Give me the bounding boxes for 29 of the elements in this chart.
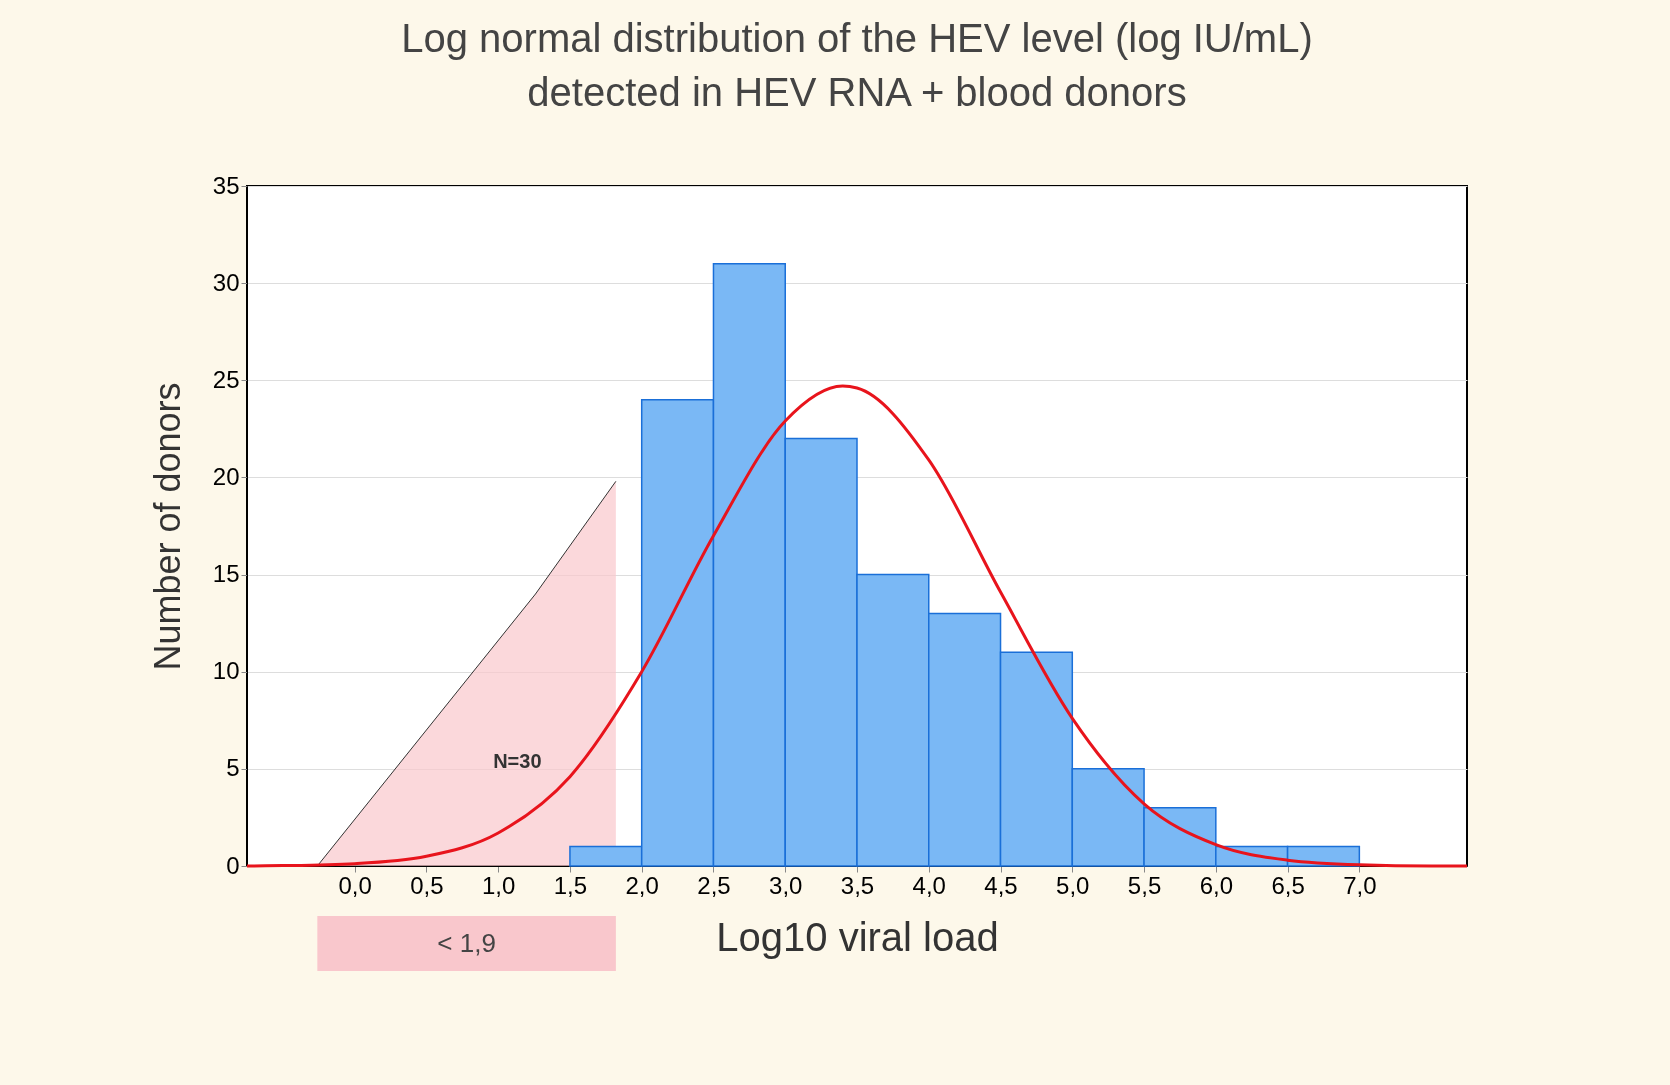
y-tick-label: 5 bbox=[226, 754, 240, 782]
x-tick-label: 7,0 bbox=[1343, 871, 1377, 899]
y-tick-label: 35 bbox=[212, 171, 240, 199]
x-tick-label: 2,0 bbox=[625, 871, 659, 899]
x-tick-label: 1,0 bbox=[481, 871, 516, 899]
x-tick-label: 2,5 bbox=[697, 871, 731, 899]
text: < 1,9 bbox=[437, 928, 496, 958]
text: detected in HEV RNA + blood donors bbox=[527, 70, 1187, 114]
x-tick-label: 0,0 bbox=[338, 871, 372, 899]
y-tick-label: 10 bbox=[212, 657, 240, 685]
x-tick-label: 3,5 bbox=[840, 871, 875, 899]
x-tick-label: 1,5 bbox=[553, 871, 588, 899]
y-tick-label: 15 bbox=[212, 560, 240, 588]
y-tick-label: 20 bbox=[212, 462, 240, 490]
x-axis-title: Log10 viral load bbox=[716, 914, 999, 959]
text: Log normal distribution of the HEV level (log IU/mL) bbox=[401, 16, 1313, 60]
x-tick-label: 3,0 bbox=[769, 871, 803, 899]
y-axis-title: Number of donors bbox=[146, 382, 188, 671]
x-tick-label: 5,5 bbox=[1127, 871, 1162, 899]
x-tick-label: 5,0 bbox=[1056, 871, 1090, 899]
y-tick-label: 30 bbox=[212, 268, 240, 296]
x-tick-label: 6,5 bbox=[1271, 871, 1305, 899]
x-tick-label: 6,0 bbox=[1199, 871, 1234, 899]
x-tick-label: 0,5 bbox=[410, 871, 444, 899]
y-tick-label: 25 bbox=[212, 365, 240, 393]
x-tick-label: 4,5 bbox=[984, 871, 1018, 899]
annotation: N=30 bbox=[493, 750, 542, 773]
x-tick-label: 4,0 bbox=[912, 871, 946, 899]
y-tick-label: 0 bbox=[226, 851, 240, 879]
